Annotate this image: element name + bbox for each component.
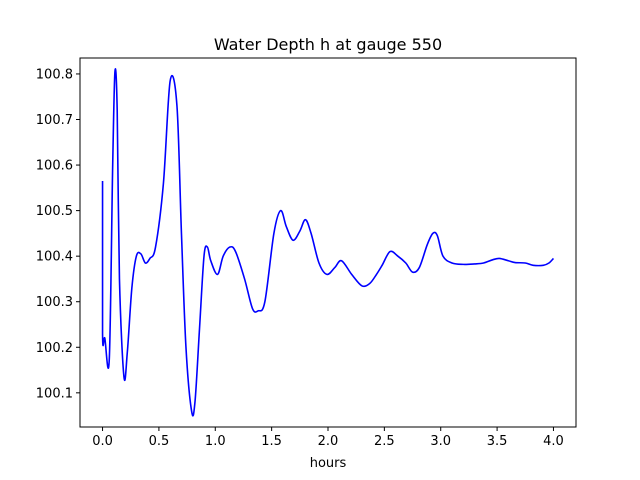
y-tick-label: 100.3: [36, 295, 73, 310]
y-tick-label: 100.1: [36, 386, 73, 401]
y-tick-label: 100.6: [36, 159, 73, 174]
x-tick-label: 3.0: [430, 434, 451, 449]
y-tick-label: 100.7: [36, 113, 73, 128]
y-tick-label: 100.4: [36, 250, 73, 265]
y-axis: 100.1 100.2 100.3 100.4 100.5 100.6 100.7 100.8: [36, 67, 80, 401]
plot-area: [101, 68, 555, 417]
y-tick-label: 100.8: [36, 67, 73, 82]
x-tick-label: 2.5: [374, 434, 395, 449]
x-tick-label: 3.5: [487, 434, 508, 449]
x-tick-label: 0.5: [149, 434, 170, 449]
x-axis-label: hours: [310, 456, 347, 471]
x-tick-label: 0.0: [92, 434, 113, 449]
x-tick-label: 2.0: [318, 434, 339, 449]
x-axis: 0.0 0.5 1.0 1.5 2.0 2.5 3.0 3.5 4.0: [92, 427, 564, 449]
x-tick-label: 1.5: [261, 434, 282, 449]
y-tick-label: 100.2: [36, 341, 73, 356]
y-tick-label: 100.5: [36, 204, 73, 219]
x-tick-label: 1.0: [205, 434, 226, 449]
chart-title: Water Depth h at gauge 550: [214, 35, 442, 54]
x-tick-label: 4.0: [543, 434, 564, 449]
series-line: [101, 68, 555, 417]
